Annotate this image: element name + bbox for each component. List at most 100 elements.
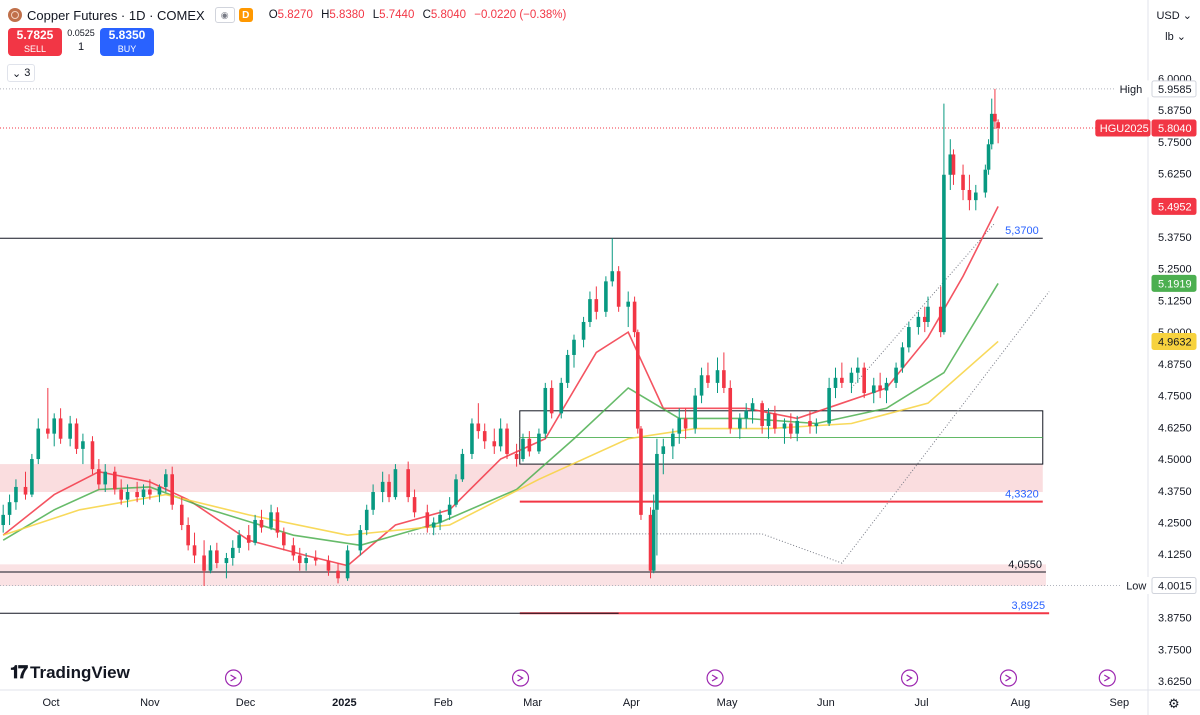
- candle-body: [706, 375, 710, 383]
- event-marker-icon: [1098, 669, 1116, 687]
- x-tick-label: Feb: [434, 697, 453, 709]
- candle-body: [648, 514, 653, 571]
- spread-value: 0.0525: [67, 28, 95, 38]
- candle-body: [412, 497, 417, 513]
- candle-body: [671, 433, 675, 447]
- candle-body: [291, 545, 296, 556]
- gear-icon[interactable]: ⚙: [1168, 696, 1180, 711]
- candle-body: [878, 385, 882, 391]
- visibility-eye-icon[interactable]: ◉: [214, 7, 235, 23]
- candle-body: [744, 410, 748, 419]
- candle-body: [97, 469, 101, 485]
- candle-body: [380, 481, 385, 493]
- candle-body: [871, 385, 876, 394]
- candle-body: [387, 481, 391, 498]
- candle-body: [74, 423, 79, 449]
- event-marker-icon: [224, 669, 243, 687]
- level-label-1: 4,3320: [1005, 489, 1039, 501]
- unit-selector[interactable]: lb ⌄: [1165, 31, 1186, 43]
- y-tick-label: 5.2500: [1158, 264, 1192, 276]
- candle-body: [36, 428, 41, 460]
- x-tick-label: Jun: [817, 697, 835, 709]
- price-badge-value: 5.1919: [1158, 278, 1192, 290]
- candle-body: [833, 377, 838, 388]
- candle-body: [849, 372, 854, 383]
- candle-body: [942, 174, 946, 333]
- candle-body: [699, 375, 704, 396]
- candle-body: [616, 271, 621, 307]
- candle-body: [476, 423, 481, 432]
- chart-title[interactable]: Copper Futures · 1D · COMEX: [27, 7, 205, 23]
- candle-body: [986, 144, 991, 170]
- candle-body: [922, 316, 927, 322]
- candle-body: [7, 502, 12, 515]
- candle-body: [565, 354, 570, 383]
- y-tick-label: 5.8750: [1158, 105, 1192, 117]
- candle-body: [275, 512, 280, 533]
- candle-body: [259, 519, 264, 528]
- buy-button[interactable]: 5.8350 BUY: [100, 28, 154, 56]
- candle-body: [514, 453, 519, 460]
- candle-body: [345, 550, 350, 579]
- y-tick-label: 5.6250: [1158, 168, 1192, 180]
- indicators-collapse-button[interactable]: ⌄ 3: [7, 64, 36, 82]
- candle-body: [23, 486, 28, 495]
- candle-body: [581, 321, 586, 340]
- price-badge-label: High: [1120, 84, 1143, 96]
- sell-button[interactable]: 5.7825 SELL: [8, 28, 62, 56]
- candle-body: [808, 420, 812, 427]
- candle-body: [253, 519, 257, 543]
- y-tick-label: 4.5000: [1158, 454, 1192, 466]
- candles-group: [1, 88, 1000, 586]
- candle-body: [594, 299, 599, 312]
- chevron-down-icon: ⌄: [12, 67, 22, 80]
- price-badge: [1151, 80, 1197, 98]
- candle-body: [135, 492, 139, 498]
- level-label-2: 4,0550: [1008, 559, 1042, 571]
- projection-path: [408, 291, 1050, 564]
- candle-body: [521, 438, 525, 460]
- candle-body: [215, 550, 219, 564]
- candle-body: [840, 377, 844, 383]
- price-badge-value: 4.0015: [1158, 581, 1192, 593]
- candle-body: [447, 504, 452, 515]
- level-label-3: 3,8925: [1011, 600, 1045, 612]
- candle-body: [543, 387, 548, 434]
- candle-body: [559, 382, 564, 414]
- candle-body: [961, 174, 965, 190]
- candle-body: [81, 441, 85, 449]
- candle-body: [336, 570, 340, 579]
- quantity-value: 1: [77, 41, 85, 53]
- price-badge-label: Low: [1126, 581, 1146, 593]
- candle-body: [179, 504, 184, 526]
- candle-body: [492, 441, 497, 447]
- event-arrow-icon: [711, 674, 719, 682]
- candle-body: [313, 558, 318, 561]
- candle-body: [572, 339, 576, 355]
- spread-quantity[interactable]: 0.0525 1: [62, 28, 100, 53]
- event-marker-icon: [511, 669, 530, 687]
- delayed-data-badge[interactable]: D: [238, 8, 253, 22]
- candle-body: [208, 550, 213, 571]
- candle-body: [482, 431, 487, 442]
- candle-body: [246, 535, 251, 543]
- y-tick-label: 3.6250: [1158, 676, 1192, 688]
- event-marker-icon: [999, 669, 1018, 687]
- currency-selector[interactable]: USD ⌄: [1156, 10, 1192, 22]
- x-tick-label: Dec: [236, 697, 256, 709]
- candle-body: [304, 558, 308, 564]
- y-tick-label: 4.2500: [1158, 517, 1192, 529]
- y-tick-label: 3.8750: [1158, 613, 1192, 625]
- candle-body: [527, 438, 532, 452]
- level-label-0: 5,3700: [1005, 225, 1039, 237]
- candle-body: [728, 387, 733, 429]
- candle-body: [938, 306, 943, 333]
- tradingview-logo[interactable]: 𝟏𝟕 TradingView: [10, 662, 130, 682]
- copper-symbol-icon: [8, 8, 22, 22]
- candle-body: [951, 154, 956, 175]
- candle-body: [610, 271, 615, 282]
- event-marker-icon: [706, 669, 724, 687]
- chevron-down-icon: ⌄: [1176, 31, 1186, 43]
